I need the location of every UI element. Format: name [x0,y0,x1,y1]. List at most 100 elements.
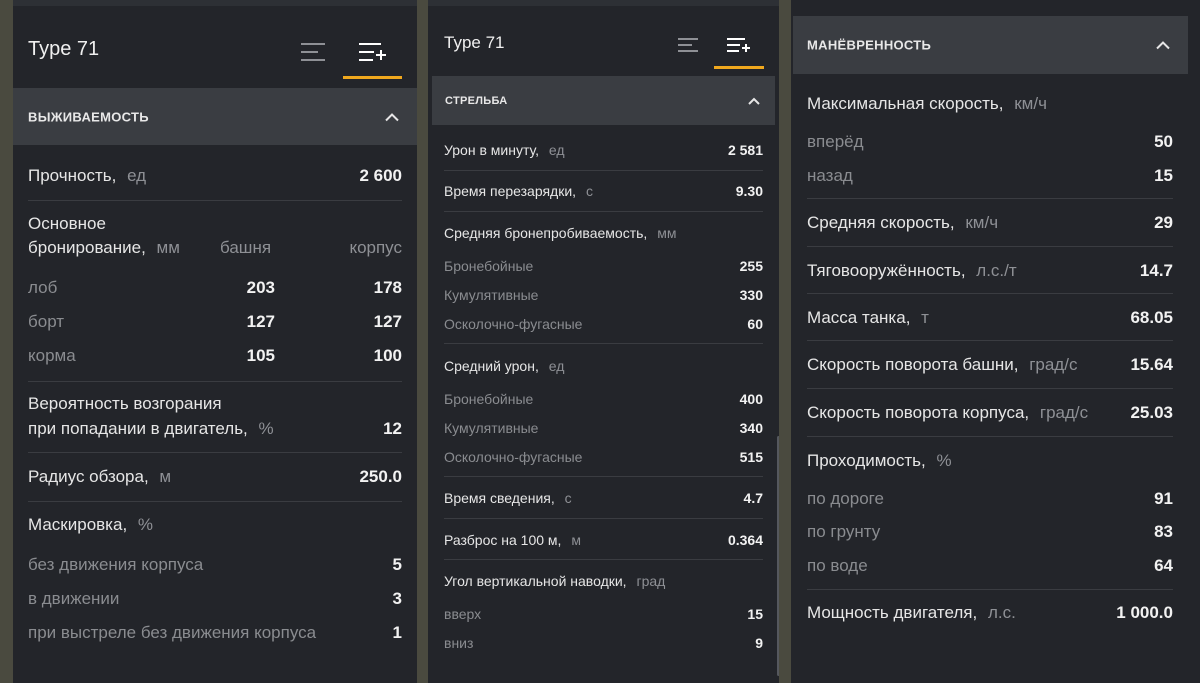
speed-row: вперёд 50 [807,132,1173,152]
stat-label: Масса танка, [807,308,911,327]
divider [807,340,1173,341]
stat-label: Тяговооружённость, [807,261,966,280]
stat-camo: Маскировка, % [28,515,153,535]
stats-body: Прочность, ед 2 600 Основное бронировани… [28,0,402,683]
section-header-firepower[interactable]: СТРЕЛЬБА [432,76,775,125]
chevron-up-icon[interactable] [385,112,399,121]
stat-hull-traverse: Скорость поворота корпуса, град/с 25.03 [807,403,1173,423]
hull-value: 100 [373,346,402,365]
armor-row: борт 127 127 [28,312,402,332]
stat-label: при попадании в двигатель, [28,419,248,438]
chevron-up-icon[interactable] [748,97,760,105]
stat-label: Скорость поворота корпуса, [807,403,1030,422]
stat-unit: % [936,451,952,470]
stat-label: Разброс на 100 м, [444,532,562,548]
stat-unit: л.с. [987,603,1016,622]
section-header-mobility[interactable]: МАНЁВРЕННОСТЬ [793,16,1188,74]
row-label: в движении [28,589,120,608]
list-icon[interactable] [678,37,700,53]
stat-unit: м [571,532,581,548]
stat-unit: ед [127,166,147,185]
stat-unit: км/ч [965,213,999,232]
row-value: 9 [755,635,763,651]
row-value: 5 [392,555,402,574]
row-label: корма [28,346,76,365]
stat-value: 29 [1154,213,1173,232]
stat-turret-traverse: Скорость поворота башни, град/с 15.64 [807,355,1173,375]
stat-view-range: Радиус обзора, м 250.0 [28,467,402,487]
active-tab-indicator [343,76,402,79]
row-value: 255 [739,258,763,274]
row-value: 15 [1154,166,1173,185]
stat-power-ratio: Тяговооружённость, л.с./т 14.7 [807,261,1173,281]
row-value: 50 [1154,132,1173,151]
turret-value: 203 [246,278,275,297]
stat-label: Проходимость, [807,451,926,470]
chevron-up-icon[interactable] [1156,41,1170,50]
column-hull: корпус [349,238,402,257]
stat-label: Прочность, [28,166,117,185]
stat-value: 1 000.0 [1116,603,1173,622]
stat-aim-time: Время сведения, с 4.7 [444,490,763,506]
stats-body: Максимальная скорость, км/ч вперёд 50 на… [807,0,1173,683]
turret-value: 127 [246,312,275,331]
list-plus-icon[interactable] [727,37,751,54]
divider [444,518,763,519]
row-value: 3 [392,589,402,608]
list-plus-icon[interactable] [359,42,387,62]
stat-fire-chance-2: при попадании в двигатель, % 12 [28,419,402,439]
divider [28,200,402,201]
row-label: Осколочно-фугасные [444,316,583,332]
row-value: 60 [747,316,763,332]
stat-label: Урон в минуту, [444,142,540,158]
divider [807,589,1173,590]
terrain-row: по грунту 83 [807,522,1173,542]
row-label: без движения корпуса [28,555,204,574]
section-title: ВЫЖИВАЕМОСТЬ [28,109,149,124]
stat-label: Максимальная скорость, [807,94,1004,113]
row-label: Бронебойные [444,391,534,407]
stat-label: Основное [28,214,106,233]
pen-row: Бронебойные 255 [444,258,763,274]
stat-durability: Прочность, ед 2 600 [28,166,402,186]
row-label: Бронебойные [444,258,534,274]
stat-value: 9.30 [735,183,763,199]
pen-row: Кумулятивные 330 [444,287,763,303]
section-header-survivability[interactable]: ВЫЖИВАЕМОСТЬ [13,88,417,145]
row-label: борт [28,312,65,331]
firepower-panel: Type 71 СТРЕЛЬБА Урон в минуту, ед 2 581… [428,0,779,683]
vehicle-title: Type 71 [444,33,505,52]
stat-value: 14.7 [1139,261,1173,280]
column-turret: башня [220,238,272,257]
stat-unit: с [585,183,593,199]
divider [28,452,402,453]
stat-unit: л.с./т [976,261,1017,280]
divider [807,293,1173,294]
stat-unit: ед [548,142,565,158]
stat-reload: Время перезарядки, с 9.30 [444,183,763,199]
row-value: 515 [739,449,763,465]
stat-max-speed: Максимальная скорость, км/ч [807,94,1047,114]
divider [444,559,763,560]
stat-unit: мм [657,225,677,241]
divider [807,198,1173,199]
scrollbar[interactable] [777,436,779,676]
stat-label: Средняя скорость, [807,213,955,232]
camo-row: без движения корпуса 5 [28,555,402,575]
row-value: 1 [392,623,402,642]
dmg-row: Бронебойные 400 [444,391,763,407]
stat-elevation: Угол вертикальной наводки, град [444,573,665,589]
stat-value: 250.0 [359,467,402,486]
stat-label: Средняя бронепробиваемость, [444,225,648,241]
panel-top-strip [428,0,779,6]
list-icon[interactable] [301,42,327,62]
dmg-row: Кумулятивные 340 [444,420,763,436]
row-label: по грунту [807,522,881,541]
stat-value: 2 600 [359,166,402,185]
stat-unit: км/ч [1014,94,1047,113]
divider [28,501,402,502]
stat-label: Угол вертикальной наводки, [444,573,627,589]
row-value: 15 [747,606,763,622]
stat-unit: % [258,419,274,438]
elev-row: вниз 9 [444,635,763,651]
